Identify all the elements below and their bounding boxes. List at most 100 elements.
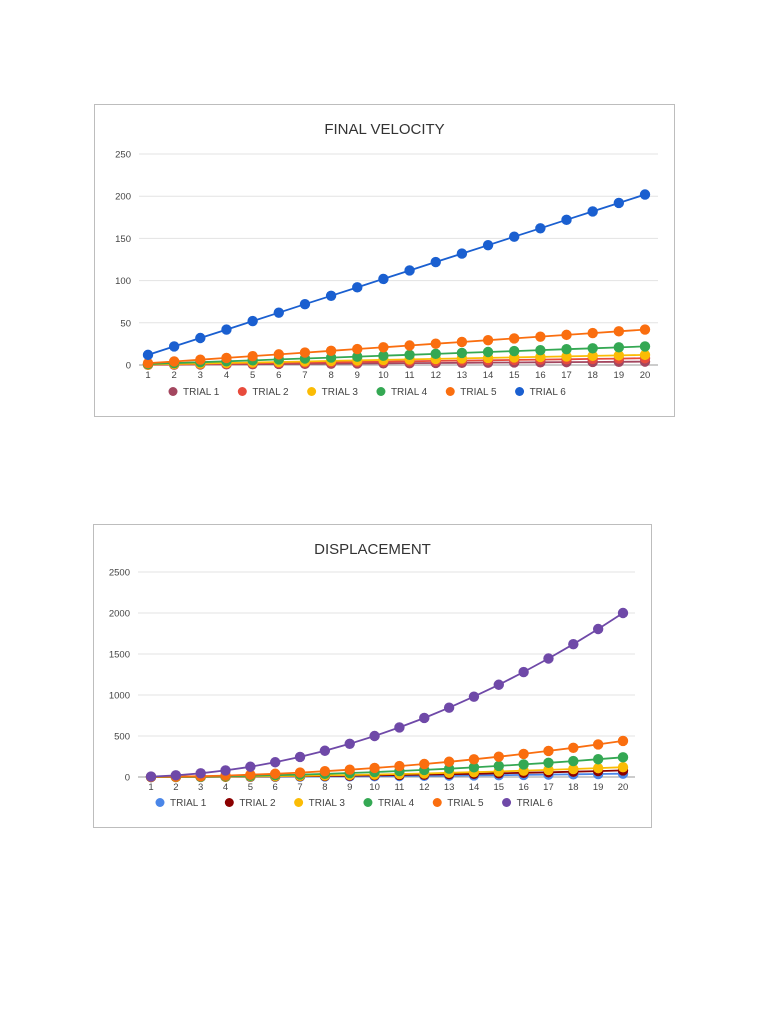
displacement-data-point-trial-6: [145, 771, 157, 782]
velocity-data-point-trial-5: [378, 342, 389, 353]
displacement-data-point-trial-5: [270, 768, 281, 779]
displacement-data-point-trial-5: [518, 748, 529, 760]
velocity-x-tick-label: 20: [640, 370, 651, 381]
displacement-data-point-trial-6: [394, 722, 405, 733]
velocity-x-tick-label: 17: [561, 370, 572, 381]
displacement-chart: DISPLACEMENT 0 500 1000 1500 2000 2500 1 2 3 4 5 6 7 8…: [93, 524, 652, 828]
displacement-data-point-trial-5: [493, 751, 504, 762]
displacement-x-tick-label: 8: [322, 782, 327, 793]
velocity-y-tick-label: 250: [115, 150, 131, 161]
velocity-data-point-trial-6: [299, 299, 311, 310]
velocity-x-tick-label: 19: [614, 370, 625, 381]
displacement-legend-label: TRIAL 2: [239, 798, 276, 809]
velocity-data-point-trial-6: [404, 265, 415, 276]
velocity-data-point-trial-3: [639, 349, 651, 361]
velocity-x-tick-label: 3: [198, 370, 203, 381]
velocity-data-point-trial-6: [168, 341, 180, 352]
velocity-data-point-trial-6: [509, 231, 520, 242]
displacement-x-tick-label: 10: [369, 782, 380, 793]
velocity-data-point-trial-6: [613, 197, 625, 209]
displacement-x-tick-label: 3: [198, 782, 203, 793]
velocity-data-point-trial-6: [535, 223, 546, 234]
displacement-data-point-trial-4: [543, 757, 554, 768]
displacement-data-point-trial-5: [443, 756, 455, 767]
velocity-x-tick-label: 6: [276, 370, 281, 381]
velocity-data-point-trial-6: [325, 290, 337, 301]
velocity-legend-label: TRIAL 5: [460, 387, 497, 398]
velocity-data-point-trial-6: [247, 315, 258, 327]
velocity-data-point-trial-5: [352, 343, 363, 355]
velocity-x-tick-label: 12: [430, 370, 441, 381]
displacement-y-tick-label: 2500: [109, 568, 130, 579]
velocity-x-tick-label: 18: [587, 370, 598, 381]
velocity-data-point-trial-3: [561, 351, 572, 362]
velocity-data-point-trial-4: [535, 344, 546, 356]
velocity-x-tick-label: 2: [172, 370, 177, 381]
displacement-data-point-trial-6: [220, 765, 231, 776]
velocity-data-point-trial-4: [587, 343, 598, 354]
displacement-y-tick-label: 1000: [109, 691, 130, 702]
final-velocity-chart: FINAL VELOCITY 0 50 100 150 200 250 1 2 3 4 5 6 7 8 9 10…: [94, 104, 675, 417]
displacement-data-point-trial-5: [592, 739, 604, 750]
velocity-data-point-trial-6: [378, 273, 389, 285]
displacement-data-point-trial-6: [319, 745, 331, 756]
displacement-x-tick-label: 17: [543, 782, 554, 793]
displacement-data-point-trial-5: [394, 760, 405, 772]
velocity-data-point-trial-5: [299, 347, 311, 358]
velocity-data-point-trial-4: [613, 342, 625, 353]
velocity-data-point-trial-6: [195, 332, 206, 344]
velocity-data-point-trial-5: [142, 358, 154, 369]
displacement-data-point-trial-5: [543, 745, 554, 757]
velocity-data-point-trial-5: [482, 334, 494, 346]
velocity-x-tick-label: 8: [328, 370, 333, 381]
displacement-legend-label: TRIAL 4: [378, 798, 415, 809]
displacement-x-tick-label: 14: [469, 782, 480, 793]
velocity-data-point-trial-6: [430, 256, 441, 268]
velocity-legend-marker: [168, 387, 178, 396]
velocity-data-point-trial-5: [456, 336, 468, 348]
velocity-data-point-trial-6: [639, 189, 651, 200]
displacement-y-tick-label: 2000: [109, 609, 130, 620]
displacement-legend-marker: [432, 798, 442, 807]
velocity-legend-label: TRIAL 2: [252, 387, 289, 398]
velocity-data-point-trial-4: [456, 347, 468, 359]
displacement-x-tick-label: 7: [297, 782, 302, 793]
velocity-data-point-trial-3: [613, 350, 625, 361]
displacement-legend-marker: [224, 798, 234, 807]
velocity-data-point-trial-6: [456, 248, 468, 259]
displacement-x-tick-label: 11: [394, 782, 404, 793]
displacement-legend-label: TRIAL 3: [309, 798, 346, 809]
displacement-data-point-trial-4: [617, 752, 629, 763]
velocity-title: FINAL VELOCITY: [324, 121, 444, 138]
displacement-data-point-trial-6: [493, 679, 504, 690]
displacement-data-point-trial-6: [344, 738, 355, 749]
displacement-y-tick-label: 1500: [109, 650, 130, 661]
displacement-data-point-trial-6: [617, 607, 629, 619]
velocity-data-point-trial-6: [221, 324, 232, 335]
velocity-data-point-trial-5: [587, 327, 598, 339]
displacement-x-tick-label: 19: [593, 782, 604, 793]
displacement-data-point-trial-6: [270, 757, 281, 768]
velocity-x-tick-label: 4: [224, 370, 229, 381]
velocity-data-point-trial-5: [535, 331, 546, 342]
displacement-data-point-trial-6: [419, 712, 430, 724]
velocity-data-point-trial-4: [352, 351, 363, 362]
velocity-data-point-trial-6: [587, 206, 598, 217]
displacement-data-point-trial-3: [617, 761, 629, 773]
displacement-data-point-trial-4: [493, 760, 504, 772]
displacement-data-point-trial-5: [319, 766, 331, 777]
velocity-data-point-trial-5: [613, 326, 625, 337]
displacement-data-point-trial-5: [419, 758, 430, 770]
velocity-legend-marker: [515, 387, 525, 396]
displacement-title: DISPLACEMENT: [314, 541, 431, 558]
displacement-legend-label: TRIAL 6: [517, 798, 554, 809]
displacement-x-tick-label: 5: [248, 782, 253, 793]
velocity-x-tick-label: 7: [302, 370, 307, 381]
velocity-y-tick-label: 50: [120, 318, 131, 329]
velocity-data-point-trial-5: [561, 329, 572, 341]
velocity-y-tick-label: 100: [115, 276, 131, 287]
velocity-x-tick-label: 13: [457, 370, 468, 381]
displacement-data-point-trial-5: [245, 769, 256, 780]
velocity-x-tick-label: 15: [509, 370, 520, 381]
displacement-x-tick-label: 6: [273, 782, 278, 793]
